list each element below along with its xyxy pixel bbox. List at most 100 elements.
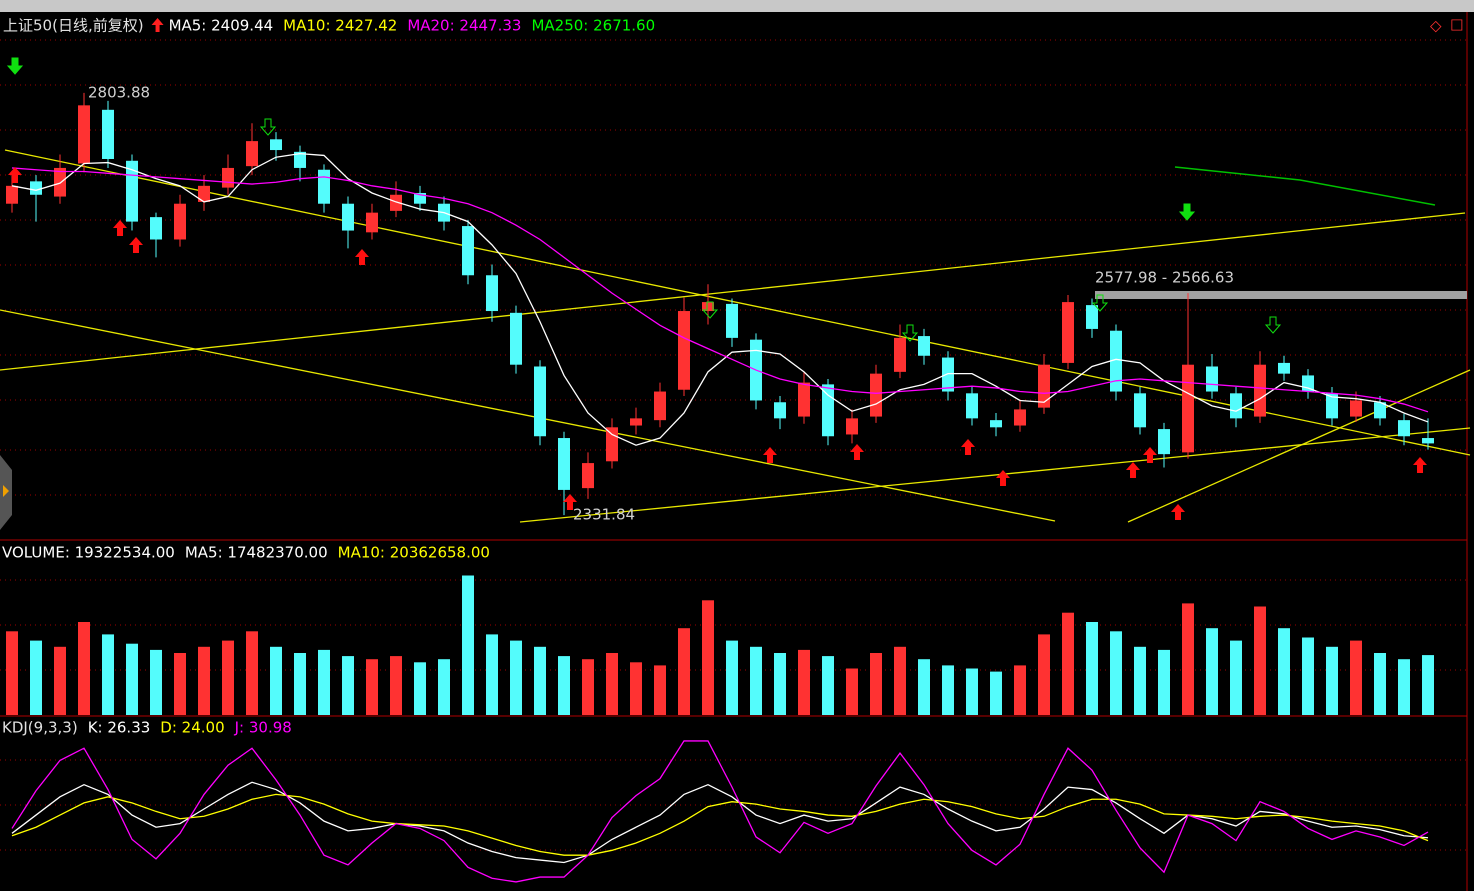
buy-signal: [1171, 504, 1185, 520]
candle-body: [558, 438, 570, 490]
volume-bar: [870, 653, 882, 715]
volume-bar: [726, 640, 738, 715]
kdj-line: [11, 793, 1429, 856]
candle-body: [54, 167, 66, 197]
sell-signal: [6, 57, 24, 75]
legend-entry: MA10: 20362658.00: [338, 544, 490, 562]
candle-body: [342, 203, 354, 231]
buy-signal: [850, 444, 864, 460]
buy-signal: [8, 167, 22, 183]
range-bar: [1095, 291, 1467, 299]
candle-body: [582, 463, 594, 489]
candle-body: [894, 337, 906, 372]
candle-body: [510, 312, 522, 365]
marks: [6, 92, 1434, 883]
candle-body: [1326, 393, 1338, 419]
volume-bar: [990, 671, 1002, 715]
candle-body: [798, 382, 810, 417]
candle-body: [534, 366, 546, 437]
trend-line: [1127, 369, 1471, 523]
candle-body: [630, 418, 642, 426]
candle-body: [318, 169, 330, 204]
candle-body: [126, 160, 138, 222]
candle-body: [414, 192, 426, 204]
legend-entry: J: 30.98: [234, 719, 292, 737]
candle-body: [822, 384, 834, 437]
candle-body: [846, 418, 858, 435]
arrow-icon: [151, 18, 164, 32]
volume-bar: [894, 646, 906, 715]
volume-bar: [294, 653, 306, 715]
candle-body: [462, 226, 474, 276]
candle-body: [1086, 305, 1098, 329]
candle-body: [774, 402, 786, 419]
candle-body: [1182, 364, 1194, 453]
volume-bar: [510, 640, 522, 715]
candle-body: [1110, 330, 1122, 392]
volume-bar: [582, 659, 594, 715]
volume-bar: [702, 600, 714, 715]
chart-title: 上证50(日线,前复权): [3, 17, 144, 35]
volume-bar: [1182, 603, 1194, 715]
candle-body: [966, 393, 978, 419]
buy-signal: [355, 249, 369, 265]
candle-body: [1062, 302, 1074, 363]
volume-bar: [222, 640, 234, 715]
candle-body: [870, 373, 882, 417]
candle-body: [30, 181, 42, 195]
volume-bar: [1014, 665, 1026, 715]
buy-signal: [763, 447, 777, 463]
volume-bar: [1038, 634, 1050, 715]
buy-signal: [1126, 462, 1140, 478]
buy-signal: [996, 470, 1010, 486]
candle-body: [102, 109, 114, 159]
candle-body: [6, 185, 18, 204]
candle-body: [678, 311, 690, 390]
buy-signal: [113, 220, 127, 236]
volume-bar: [1062, 612, 1074, 715]
volume-bar: [126, 643, 138, 715]
volume-bar: [1374, 653, 1386, 715]
volume-bar: [1326, 646, 1338, 715]
trend-lines: [0, 149, 1471, 523]
volume-bar: [1230, 640, 1242, 715]
volume-bar: [102, 634, 114, 715]
sell-signal: [1091, 294, 1109, 312]
ma250-line: [1174, 166, 1436, 206]
volume-bar: [1110, 631, 1122, 715]
side-handle-arrow: [3, 485, 9, 497]
volume-bar: [654, 665, 666, 715]
candle-body: [1014, 409, 1026, 426]
volume-bar: [942, 665, 954, 715]
volume-bar: [54, 646, 66, 715]
candle-body: [294, 151, 306, 168]
volume-bar: [1422, 655, 1434, 715]
sell-signal: [701, 301, 719, 319]
volume-bar: [1350, 640, 1362, 715]
volume-bar: [462, 575, 474, 715]
volume-bar: [30, 640, 42, 715]
menu-bar: [0, 0, 1474, 12]
buy-signal: [1143, 447, 1157, 463]
candle-body: [702, 302, 714, 312]
volume-bar: [342, 656, 354, 715]
legend-entry: D: 24.00: [160, 719, 224, 737]
volume-bar: [174, 653, 186, 715]
volume-bar: [606, 653, 618, 715]
volume-bar: [6, 631, 18, 715]
buy-signal: [961, 439, 975, 455]
candle-body: [366, 212, 378, 233]
volume-bar: [1206, 628, 1218, 715]
volume-bar: [390, 656, 402, 715]
candle-body: [1134, 393, 1146, 428]
sell-signal: [1264, 316, 1282, 334]
chart-title: KDJ(9,3,3): [2, 719, 78, 737]
volume-bar: [246, 631, 258, 715]
candle-body: [222, 167, 234, 188]
volume-bar: [150, 649, 162, 715]
candle-body: [606, 427, 618, 462]
volume-bar: [198, 646, 210, 715]
candle-body: [1230, 393, 1242, 419]
volume-bar: [1254, 606, 1266, 715]
volume-bar: [678, 628, 690, 715]
